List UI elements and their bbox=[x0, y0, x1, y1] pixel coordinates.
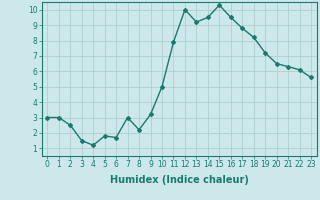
X-axis label: Humidex (Indice chaleur): Humidex (Indice chaleur) bbox=[110, 175, 249, 185]
